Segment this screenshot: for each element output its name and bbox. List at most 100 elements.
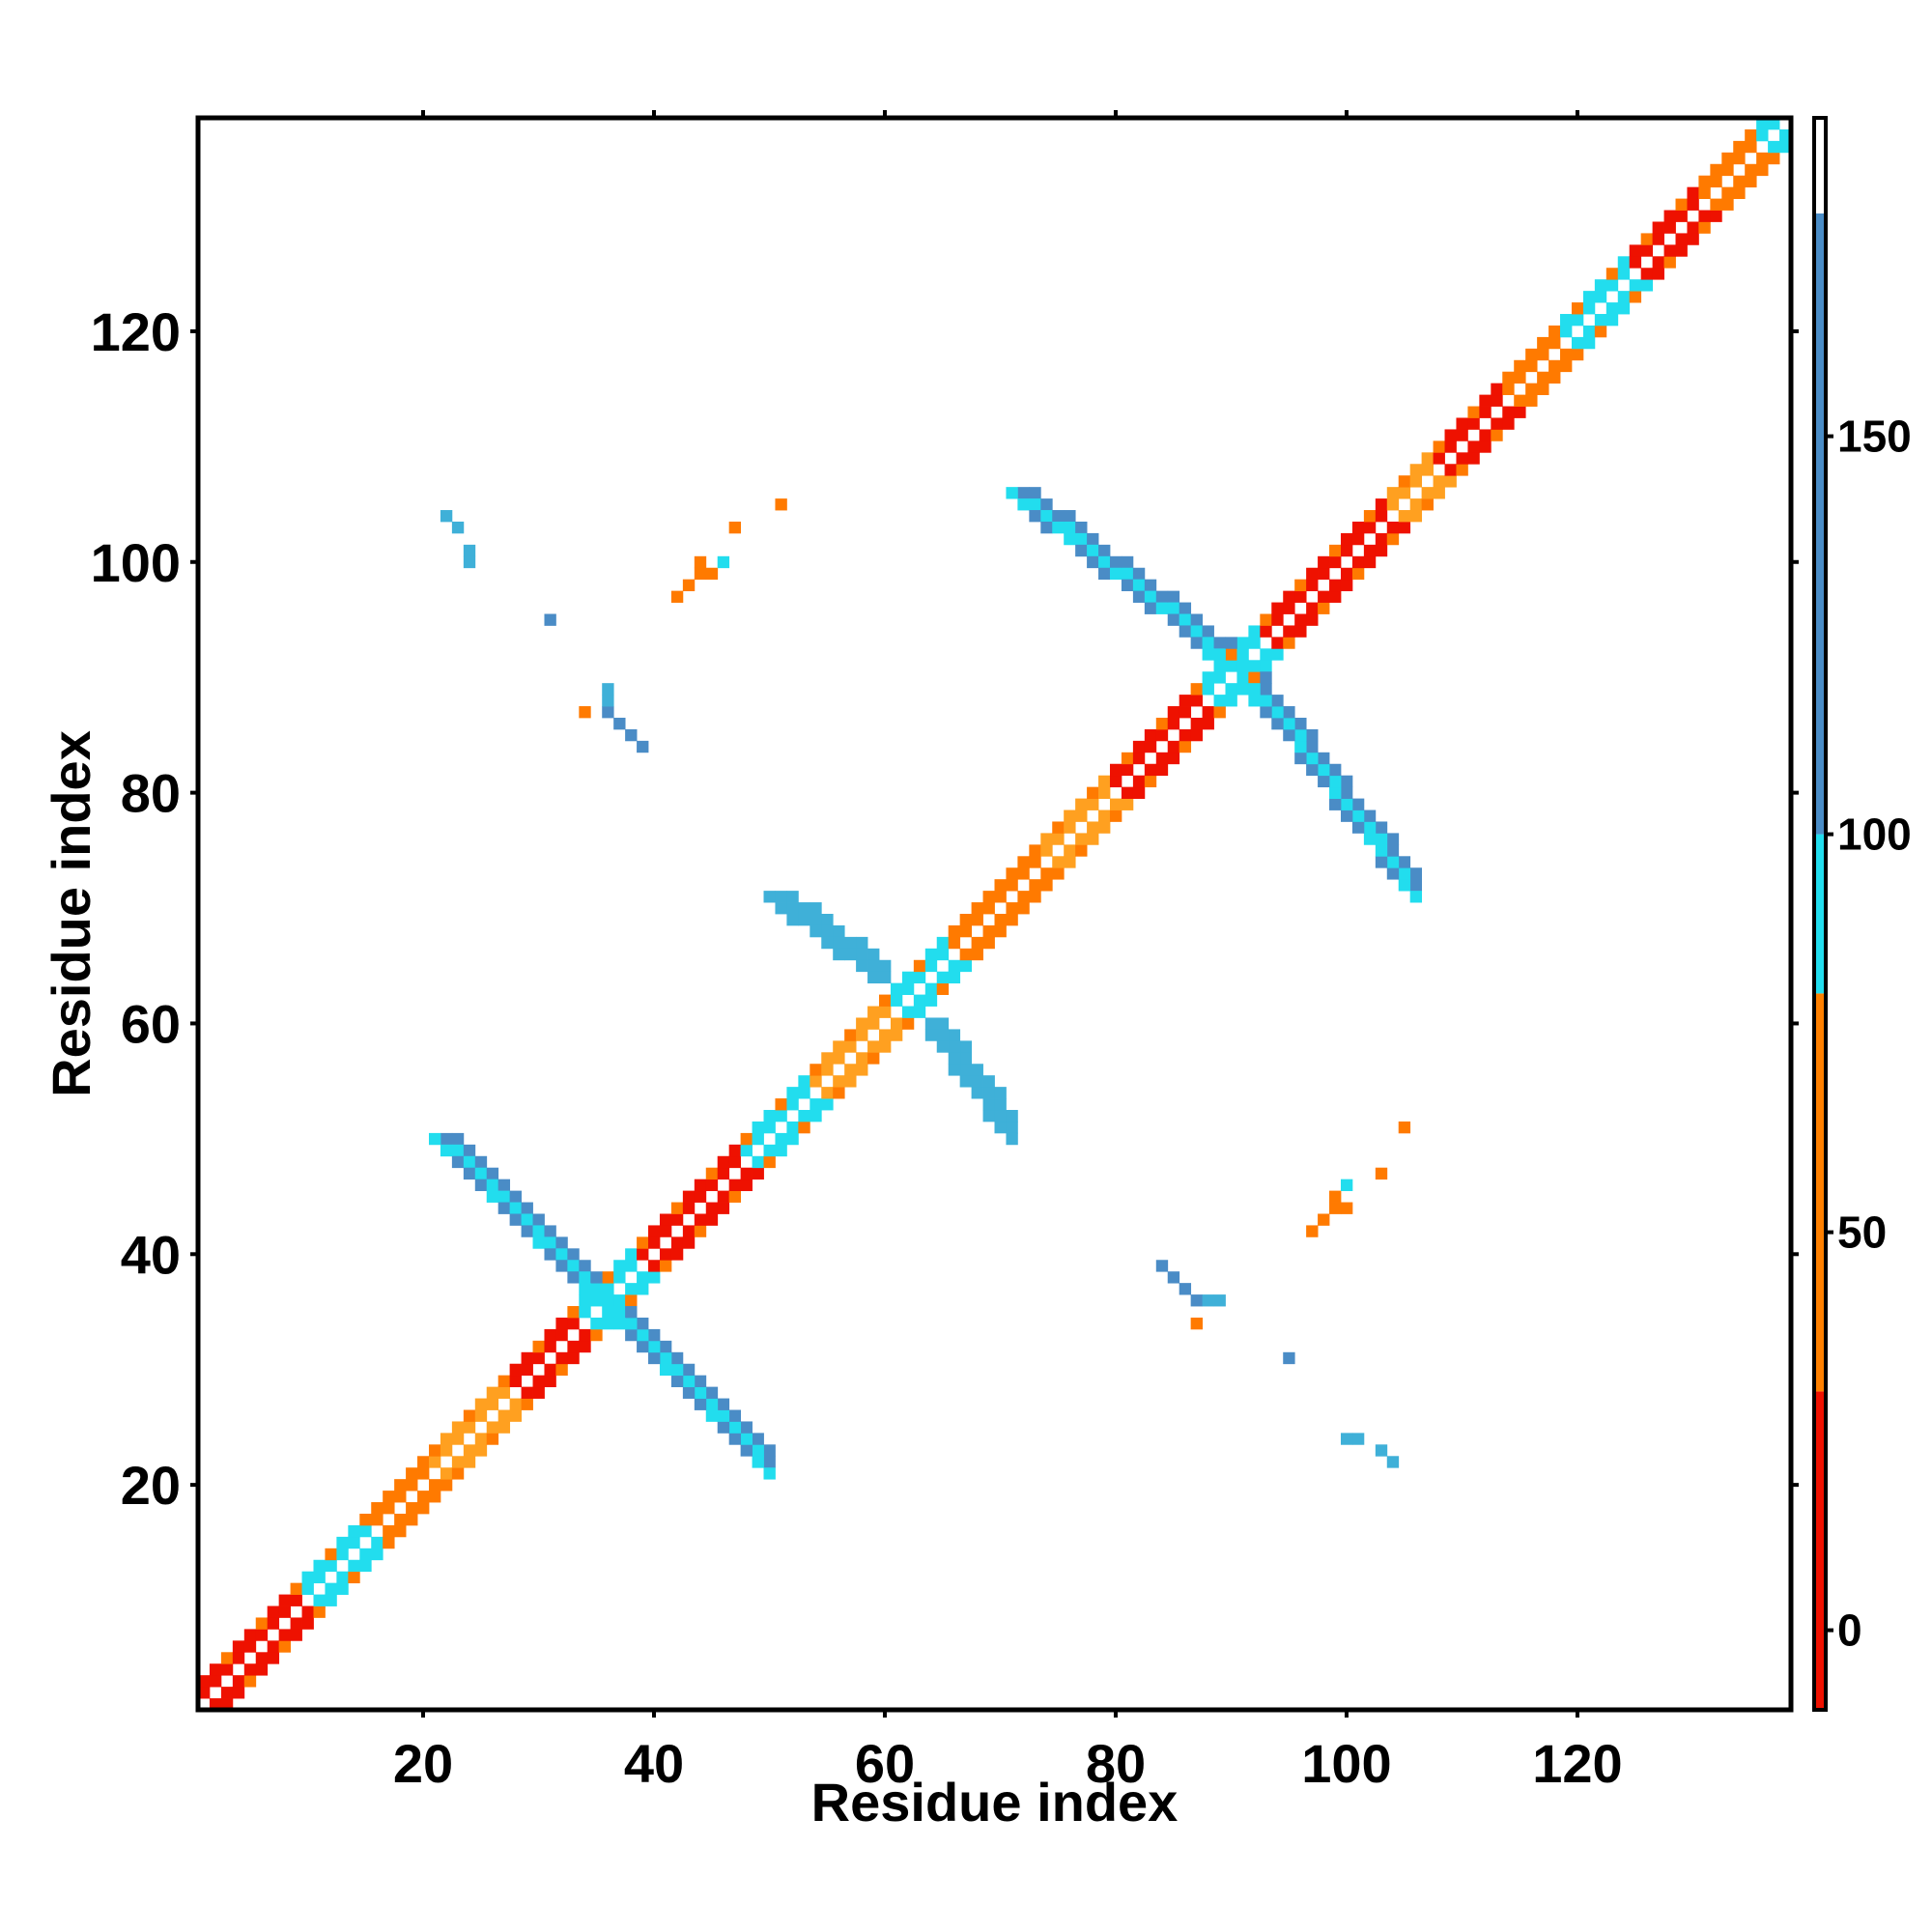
contact-cell	[740, 1444, 753, 1457]
y-tick-label: 100	[91, 532, 181, 593]
contact-cell	[463, 1155, 476, 1169]
contact-cell	[625, 1328, 638, 1342]
contact-cell	[1491, 417, 1503, 430]
contact-cell	[1318, 763, 1330, 777]
contact-cell	[1306, 602, 1319, 614]
contact-cell	[1398, 879, 1411, 892]
contact-cell	[394, 1513, 407, 1526]
contact-cell	[971, 902, 983, 915]
contact-cell	[290, 1629, 302, 1641]
colorbar-band	[1814, 834, 1826, 994]
contact-cell	[359, 1524, 372, 1538]
contact-cell	[798, 1110, 810, 1122]
contact-cell	[682, 1386, 696, 1399]
contact-cell	[486, 1421, 499, 1434]
contact-cell	[1329, 590, 1342, 603]
contact-cell	[1155, 590, 1169, 603]
contact-cell	[486, 1398, 499, 1410]
contact-cell	[1351, 810, 1365, 822]
contact-cell	[1132, 786, 1146, 799]
contact-cell	[336, 1582, 349, 1595]
contact-cell	[879, 971, 892, 984]
contact-cell	[544, 1328, 556, 1342]
contact-cell	[1340, 775, 1353, 788]
contact-cell	[359, 1548, 372, 1561]
contact-cell	[1179, 602, 1192, 614]
contact-cell	[579, 1306, 591, 1319]
contact-cell	[1733, 152, 1746, 165]
contact-cell	[775, 891, 787, 903]
contact-cell	[1537, 371, 1549, 384]
contact-cell	[348, 1559, 360, 1573]
contact-cell	[1075, 833, 1088, 845]
contact-cell	[1525, 394, 1538, 407]
colorbar-band	[1814, 118, 1826, 213]
contact-cell	[1375, 844, 1388, 857]
contact-cell	[1225, 660, 1237, 672]
contact-cell	[670, 1236, 684, 1249]
contact-cell	[1433, 475, 1445, 488]
contact-cell	[428, 1491, 441, 1503]
contact-cell	[1779, 140, 1792, 154]
contact-cell	[1363, 833, 1377, 845]
contact-cell	[1052, 867, 1065, 880]
contact-cell	[867, 959, 880, 973]
contact-cell	[1363, 544, 1377, 557]
contact-cell	[1640, 268, 1654, 280]
contact-cell	[301, 1605, 314, 1618]
colorbar-tick-label: 0	[1837, 1605, 1862, 1656]
contact-cell	[1225, 637, 1237, 649]
contact-cell	[313, 1559, 326, 1573]
contact-cell	[982, 1110, 995, 1122]
contact-cell	[544, 1236, 556, 1249]
contact-cell	[486, 1179, 499, 1192]
contact-cell	[1029, 498, 1041, 511]
contact-cell	[1375, 833, 1388, 845]
contact-cell	[1605, 302, 1619, 315]
contact-cell	[1537, 348, 1549, 361]
contact-cell	[994, 914, 1007, 926]
contact-cell	[705, 1179, 719, 1192]
contact-cell	[856, 1052, 868, 1065]
contact-cell	[267, 1617, 280, 1630]
contact-cell	[1409, 879, 1423, 892]
contact-cell	[637, 1328, 649, 1342]
contact-cell	[1318, 590, 1330, 603]
contact-cell	[1283, 590, 1295, 603]
contact-cell	[924, 959, 938, 973]
contact-cell	[1306, 613, 1319, 626]
contact-cell	[1052, 510, 1065, 523]
contact-cell	[1421, 464, 1434, 476]
colorbar-tick-label: 100	[1837, 810, 1912, 860]
contact-cell	[728, 1409, 742, 1422]
contact-cell	[810, 1110, 822, 1122]
contact-cell	[451, 1144, 465, 1157]
contact-cell	[1351, 521, 1365, 534]
contact-cell	[1386, 487, 1400, 499]
contact-cell	[1663, 244, 1676, 257]
contact-cell	[613, 1306, 626, 1319]
contact-cell	[1340, 567, 1353, 581]
contact-cell	[717, 1167, 730, 1180]
contact-cell	[1052, 521, 1065, 534]
contact-cell	[1710, 163, 1722, 177]
contact-cell	[1386, 498, 1400, 511]
contact-cell	[255, 1629, 269, 1641]
contact-cell	[1064, 821, 1076, 834]
contact-cell	[844, 948, 857, 961]
contact-cell	[1006, 487, 1018, 499]
contact-cell	[833, 1087, 845, 1099]
contact-cell	[1398, 867, 1411, 880]
contact-cell	[821, 1064, 834, 1076]
contact-cell	[1491, 383, 1503, 396]
contact-cell	[325, 1582, 337, 1595]
contact-cell	[1294, 590, 1307, 603]
contact-cell	[959, 948, 972, 961]
contact-cell	[243, 1629, 257, 1641]
contact-cell	[1409, 891, 1423, 903]
x-axis-title: Residue index	[811, 1772, 1179, 1833]
contact-cell	[440, 510, 453, 523]
contact-cell	[763, 1144, 776, 1157]
contact-cell	[371, 1502, 384, 1515]
contact-cell	[209, 1675, 222, 1688]
